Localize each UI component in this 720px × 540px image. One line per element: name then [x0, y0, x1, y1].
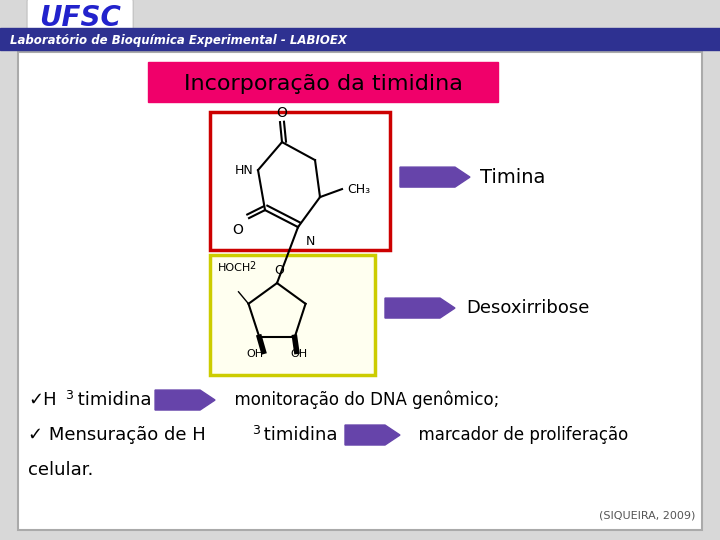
Text: ✓H: ✓H	[28, 391, 57, 409]
FancyBboxPatch shape	[27, 0, 133, 32]
Text: HOCH: HOCH	[218, 263, 251, 273]
Text: OH: OH	[247, 349, 264, 359]
Text: OH: OH	[290, 349, 307, 359]
Text: timidina: timidina	[72, 391, 152, 409]
Text: (SIQUEIRA, 2009): (SIQUEIRA, 2009)	[598, 510, 695, 520]
Text: CH₃: CH₃	[347, 183, 370, 195]
Bar	[210, 255, 375, 375]
FancyBboxPatch shape	[18, 52, 702, 530]
Bar	[210, 112, 390, 250]
FancyArrow shape	[385, 298, 455, 318]
Text: O: O	[232, 223, 243, 237]
Text: UFSC: UFSC	[39, 4, 121, 32]
Bar	[0, 28, 720, 50]
Bar	[148, 62, 498, 102]
Text: 2: 2	[249, 261, 256, 271]
Text: Desoxirribose: Desoxirribose	[466, 299, 590, 317]
Text: Timina: Timina	[480, 167, 545, 187]
Text: N: N	[306, 235, 315, 248]
Text: Laboratório de Bioquímica Experimental - LABIOEX: Laboratório de Bioquímica Experimental -…	[10, 33, 347, 46]
Text: celular.: celular.	[28, 461, 94, 479]
Text: O: O	[274, 264, 284, 277]
Text: ✓ Mensuração de H: ✓ Mensuração de H	[28, 426, 206, 444]
Text: Incorporação da timidina: Incorporação da timidina	[184, 74, 462, 94]
Text: 3: 3	[65, 389, 73, 402]
Text: timidina: timidina	[258, 426, 338, 444]
FancyArrow shape	[400, 167, 470, 187]
Text: monitoração do DNA genômico;: monitoração do DNA genômico;	[224, 391, 500, 409]
Text: HN: HN	[234, 164, 253, 177]
Text: marcador de proliferação: marcador de proliferação	[408, 426, 629, 444]
FancyArrow shape	[155, 390, 215, 410]
Text: 3: 3	[252, 423, 260, 436]
FancyArrow shape	[345, 425, 400, 445]
Text: O: O	[276, 106, 287, 120]
